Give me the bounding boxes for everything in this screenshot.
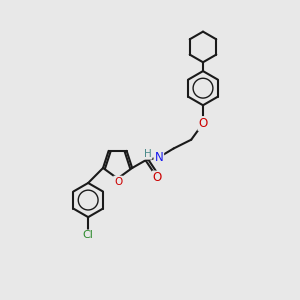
Text: N: N	[154, 151, 163, 164]
Text: O: O	[153, 172, 162, 184]
Text: H: H	[144, 149, 152, 159]
Text: Cl: Cl	[83, 230, 94, 240]
Text: O: O	[114, 176, 122, 187]
Text: O: O	[198, 117, 208, 130]
